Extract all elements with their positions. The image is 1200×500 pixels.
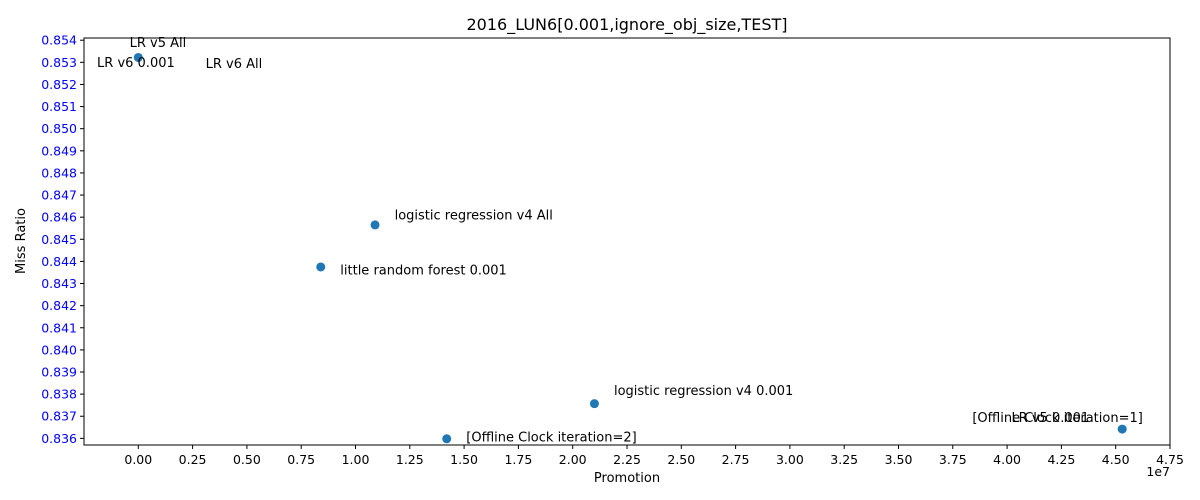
x-tick-label: 2.75 [722,452,750,467]
point-annotation: [Offline Clock iteration=2] [466,431,636,446]
x-tick-label: 2.00 [559,452,587,467]
x-tick-label: 3.75 [939,452,967,467]
x-tick-label: 0.75 [287,452,315,467]
plot-frame [83,37,1171,446]
x-tick-label: 3.50 [885,452,913,467]
x-tick-label: 1.50 [450,452,478,467]
point-annotation: logistic regression v4 0.001 [614,384,793,399]
y-tick-label: 0.850 [41,121,77,136]
chart-title: 2016_LUN6[0.001,ignore_obj_size,TEST] [467,15,788,35]
y-axis-label: Miss Ratio [14,208,29,274]
point-annotation: LR v5 0.001 [1011,411,1089,426]
y-tick-label: 0.852 [41,77,77,92]
x-offset-label: 1e7 [1146,464,1170,479]
y-tick-label: 0.851 [41,99,77,114]
y-tick-label: 0.844 [41,254,77,269]
point-annotation: LR v6 All [206,57,263,72]
x-axis-label: Promotion [594,471,660,486]
x-tick-label: 0.50 [233,452,261,467]
y-tick-label: 0.839 [41,365,77,380]
data-point [316,262,326,272]
x-tick-label: 4.00 [993,452,1021,467]
data-point [442,434,452,444]
y-tick-label: 0.842 [41,298,77,313]
data-point [133,52,143,62]
x-tick-label: 1.75 [504,452,532,467]
x-tick-label: 1.00 [342,452,370,467]
x-tick-label: 0.25 [179,452,207,467]
plot-area: 0.00 0.25 0.50 0.75 1.00 1.25 1.50 1.75 2.00 2.25… [41,33,1184,467]
x-tick-label: 2.50 [667,452,695,467]
y-tick-label: 0.854 [41,33,77,48]
data-point [370,220,380,230]
y-tick-label: 0.836 [41,431,77,446]
x-tick-label: 3.25 [830,452,858,467]
point-annotation: LR v6 0.001 [97,56,175,71]
point-annotation: LR v5 All [130,36,187,51]
x-tick-label: 4.25 [1047,452,1075,467]
x-tick-label: 1.25 [396,452,424,467]
point-annotation: little random forest 0.001 [340,264,507,279]
y-tick-label: 0.846 [41,210,77,225]
x-tick-label: 3.00 [776,452,804,467]
x-tick-label: 0.00 [124,452,152,467]
y-tick-label: 0.847 [41,188,77,203]
x-tick-label: 4.50 [1102,452,1130,467]
y-tick-label: 0.837 [41,409,77,424]
y-tick-label: 0.843 [41,276,77,291]
y-tick-label: 0.838 [41,387,77,402]
y-tick-label: 0.849 [41,143,77,158]
data-point [589,399,599,409]
x-tick-label: 4.75 [1156,452,1184,467]
x-tick-label: 2.25 [613,452,641,467]
point-annotation: logistic regression v4 All [395,208,553,223]
y-tick-label: 0.841 [41,320,77,335]
y-tick-label: 0.853 [41,55,77,70]
point-annotation: [Offline Clock iteration=1] [972,411,1142,426]
y-tick-label: 0.840 [41,342,77,357]
y-tick-label: 0.845 [41,232,77,247]
y-tick-label: 0.848 [41,165,77,180]
data-point [1117,424,1127,434]
